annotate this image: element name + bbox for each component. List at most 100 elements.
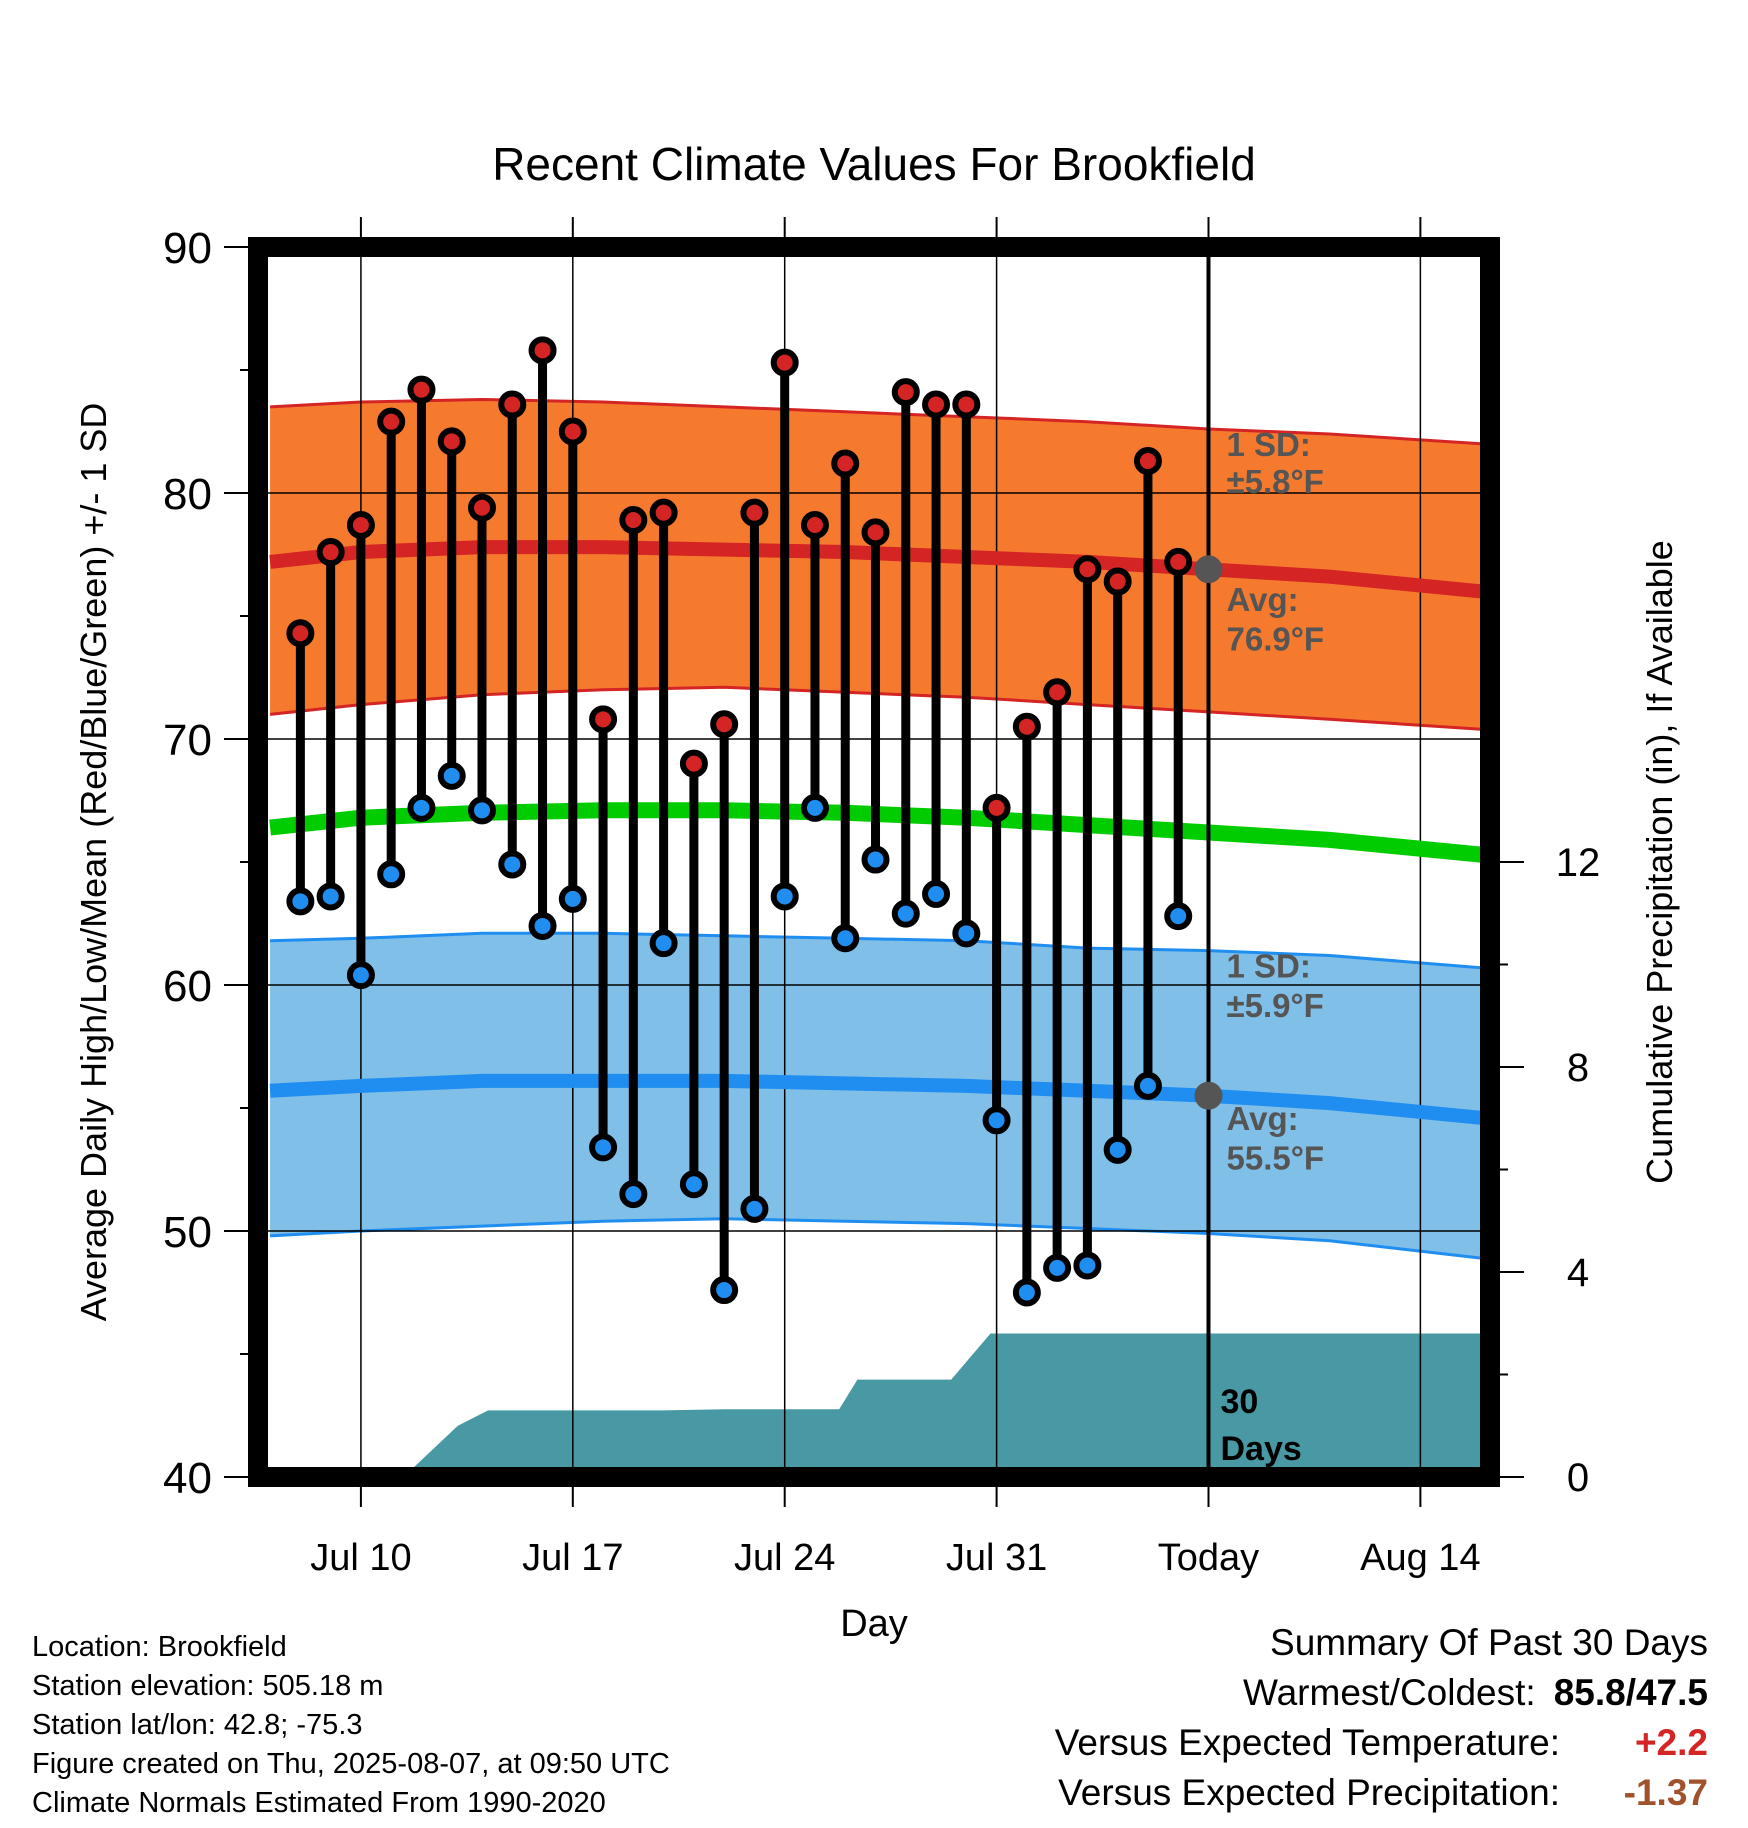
daily-high-point [740,498,769,527]
daily-low-point [286,887,315,916]
daily-high-point [407,375,436,404]
daily-high-point [952,390,981,419]
daily-high-point [437,427,466,456]
daily-low-point [589,1133,618,1162]
today-window-number: 30 [1220,1383,1258,1421]
daily-low-point [498,850,527,879]
info-elevation: Station elevation: 505.18 m [32,1670,384,1702]
high-avg-label: Avg: [1226,581,1298,618]
today-window-unit: Days [1220,1430,1301,1468]
daily-low-point [346,961,375,990]
daily-high-point [619,506,648,535]
chart-title: Recent Climate Values For Brookfield [492,138,1256,190]
daily-high-point [922,390,951,419]
daily-high-point [377,407,406,436]
x-tick-label: Aug 14 [1360,1537,1480,1579]
daily-high-point [1073,555,1102,584]
low-avg-value: 55.5°F [1226,1140,1324,1177]
daily-low-point [740,1194,769,1223]
daily-high-point [1012,712,1041,741]
daily-low-point [649,929,678,958]
y-tick-label: 50 [163,1208,212,1257]
daily-low-point [407,793,436,822]
daily-low-point [1043,1253,1072,1282]
high-avg-value: 76.9°F [1226,620,1324,657]
y2-axis-title: Cumulative Precipitation (in), If Availa… [1639,540,1680,1184]
temp-anomaly-value: +2.2 [1634,1722,1708,1763]
station-info: Location: Brookfield Station elevation: … [32,1628,670,1823]
daily-high-point [1043,678,1072,707]
daily-high-point [558,417,587,446]
daily-high-point [1164,547,1193,576]
low-sd-label: 1 SD: [1226,948,1310,985]
daily-high-point [861,518,890,547]
low-avg-label: Avg: [1226,1100,1298,1137]
daily-high-point [770,348,799,377]
daily-high-point [649,498,678,527]
x-tick-label: Jul 17 [522,1537,623,1579]
y2-tick-label: 12 [1556,841,1601,885]
daily-high-point [316,538,345,567]
y-axis-title: Average Daily High/Low/Mean (Red/Blue/Gr… [73,403,114,1322]
high-sd-value: ±5.8°F [1226,463,1323,500]
daily-low-point [710,1276,739,1305]
x-tick-label: Today [1158,1537,1259,1579]
info-latlon: Station lat/lon: 42.8; -75.3 [32,1709,363,1741]
y-tick-label: 70 [163,716,212,765]
precip-anomaly-label: Versus Expected Precipitation: [1058,1772,1560,1813]
normal_low-lower-edge [270,1217,1482,1260]
daily-low-point [437,761,466,790]
daily-low-point [1164,902,1193,931]
summary-warmest-row: Warmest/Coldest: 85.8/47.5 [1055,1668,1708,1718]
summary-temp-row: Versus Expected Temperature: +2.2 [1055,1718,1708,1768]
precip-area [258,1333,1490,1477]
y-tick-label: 90 [163,224,212,273]
daily-low-point [1103,1135,1132,1164]
daily-high-point [286,619,315,648]
daily-high-point [982,793,1011,822]
daily-low-point [468,796,496,825]
daily-high-point [710,710,739,739]
daily-low-point [528,911,557,940]
y-tick-label: 40 [163,1454,212,1503]
daily-low-point [861,845,890,874]
daily-low-point [316,882,345,911]
temp-anomaly-label: Versus Expected Temperature: [1054,1722,1560,1763]
daily-high-point [528,336,557,365]
daily-low-point [558,884,587,913]
summary-precip-row: Versus Expected Precipitation: -1.37 [1055,1768,1708,1818]
precip-anomaly-value: -1.37 [1623,1772,1708,1813]
daily-low-point [1073,1251,1102,1280]
daily-low-point [891,899,920,928]
normal_high-upper-edge [270,397,1481,446]
daily-high-point [498,390,527,419]
daily-low-point [922,879,951,908]
y-tick-label: 80 [163,470,212,519]
daily-high-point [800,510,829,539]
daily-low-point [1012,1278,1041,1307]
daily-low-point [619,1180,648,1209]
daily-low-point [952,919,981,948]
daily-low-point [770,882,799,911]
today-high-marker [1194,555,1223,584]
daily-low-point [1133,1071,1162,1100]
y2-tick-label: 8 [1567,1046,1589,1090]
low-sd-value: ±5.9°F [1226,987,1323,1024]
daily-high-point [891,378,920,407]
x-tick-label: Jul 10 [310,1537,411,1579]
daily-low-point [800,793,829,822]
daily-high-point [831,449,860,478]
info-created: Figure created on Thu, 2025-08-07, at 09… [32,1748,670,1780]
high-sd-label: 1 SD: [1226,426,1310,463]
y2-tick-label: 0 [1567,1456,1589,1500]
daily-low-point [679,1170,708,1199]
summary-title: Summary Of Past 30 Days [1270,1622,1708,1663]
info-normals: Climate Normals Estimated From 1990-2020 [32,1787,606,1819]
daily-high-point [1133,447,1162,476]
daily-low-point [831,924,860,953]
summary-panel: Summary Of Past 30 Days Warmest/Coldest:… [1055,1618,1708,1818]
x-axis-title: Day [840,1603,908,1645]
y2-tick-label: 4 [1567,1251,1589,1295]
daily-high-point [468,493,496,522]
